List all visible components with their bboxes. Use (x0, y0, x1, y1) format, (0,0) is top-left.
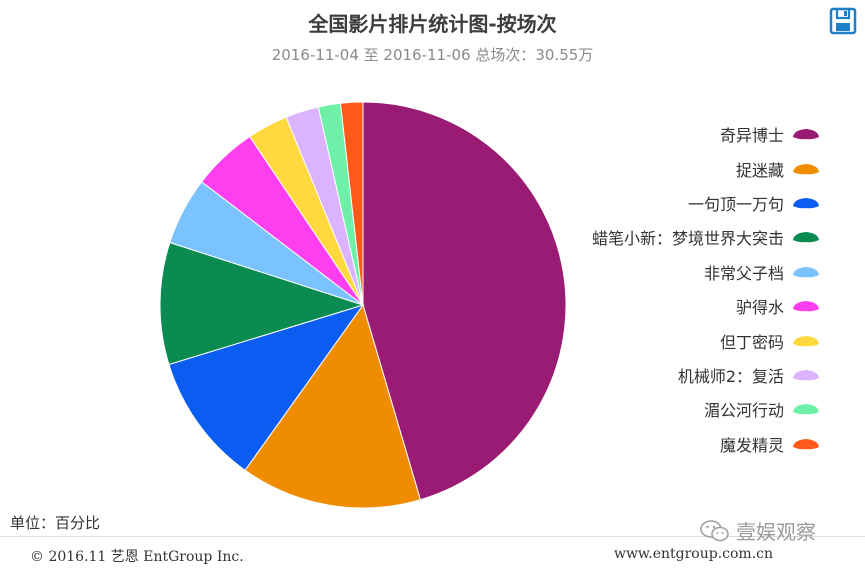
unit-label: 单位：百分比 (10, 514, 101, 532)
legend-label: 奇异博士 (719, 126, 784, 146)
legend-swatch (793, 404, 819, 415)
chart-legend: 奇异博士捉迷藏一句顶一万句蜡笔小新：梦境世界大突击非常父子档驴得水但丁密码机械师… (520, 117, 820, 461)
pie-slice-1[interactable] (362, 101, 567, 501)
legend-item-7[interactable]: 但丁密码 (520, 323, 820, 357)
legend-label: 驴得水 (735, 298, 784, 318)
legend-item-4[interactable]: 蜡笔小新：梦境世界大突击 (520, 220, 820, 254)
pie-slice-2[interactable] (244, 303, 422, 509)
pie-slice-3[interactable] (168, 304, 365, 471)
legend-item-2[interactable]: 捉迷藏 (520, 151, 820, 185)
legend-swatch (793, 301, 819, 312)
legend-swatch (793, 369, 819, 381)
pie-slice-4[interactable] (159, 241, 365, 366)
legend-label: 但丁密码 (719, 332, 784, 352)
website-url[interactable]: www.entgroup.com.cn (613, 546, 773, 562)
legend-swatch (793, 163, 819, 174)
legend-swatch (793, 129, 819, 140)
legend-item-5[interactable]: 非常父子档 (520, 255, 820, 289)
legend-label: 捉迷藏 (735, 160, 784, 180)
chart-title: 全国影片排片统计图-按场次 (308, 12, 557, 36)
legend-label: 湄公河行动 (703, 401, 784, 421)
legend-label: 蜡笔小新：梦境世界大突击 (591, 229, 784, 249)
wechat-icon (700, 519, 729, 541)
chart-subtitle: 2016-11-04 至 2016-11-06 总场次：30.55万 (271, 46, 594, 64)
watermark: 壹娱观察 (700, 516, 816, 545)
legend-swatch (793, 335, 819, 346)
legend-swatch (793, 266, 819, 277)
legend-item-9[interactable]: 湄公河行动 (520, 392, 820, 426)
legend-label: 非常父子档 (703, 263, 784, 283)
footer-divider (0, 536, 865, 537)
legend-item-10[interactable]: 魔发精灵 (520, 427, 820, 461)
legend-swatch (793, 232, 819, 243)
pie-slice-10[interactable] (339, 101, 364, 306)
save-icon (829, 7, 857, 35)
legend-item-3[interactable]: 一句顶一万句 (520, 186, 820, 220)
legend-item-8[interactable]: 机械师2：复活 (520, 358, 820, 392)
legend-item-1[interactable]: 奇异博士 (520, 117, 820, 151)
save-button[interactable] (828, 6, 858, 36)
legend-label: 一句顶一万句 (687, 194, 784, 214)
legend-label: 魔发精灵 (719, 435, 784, 455)
legend-item-6[interactable]: 驴得水 (520, 289, 820, 323)
legend-label: 机械师2：复活 (677, 366, 784, 386)
copyright-text: © 2016.11 艺恩 EntGroup Inc. (30, 549, 244, 565)
watermark-text: 壹娱观察 (736, 520, 816, 544)
legend-swatch (793, 438, 819, 449)
legend-swatch (793, 197, 819, 209)
